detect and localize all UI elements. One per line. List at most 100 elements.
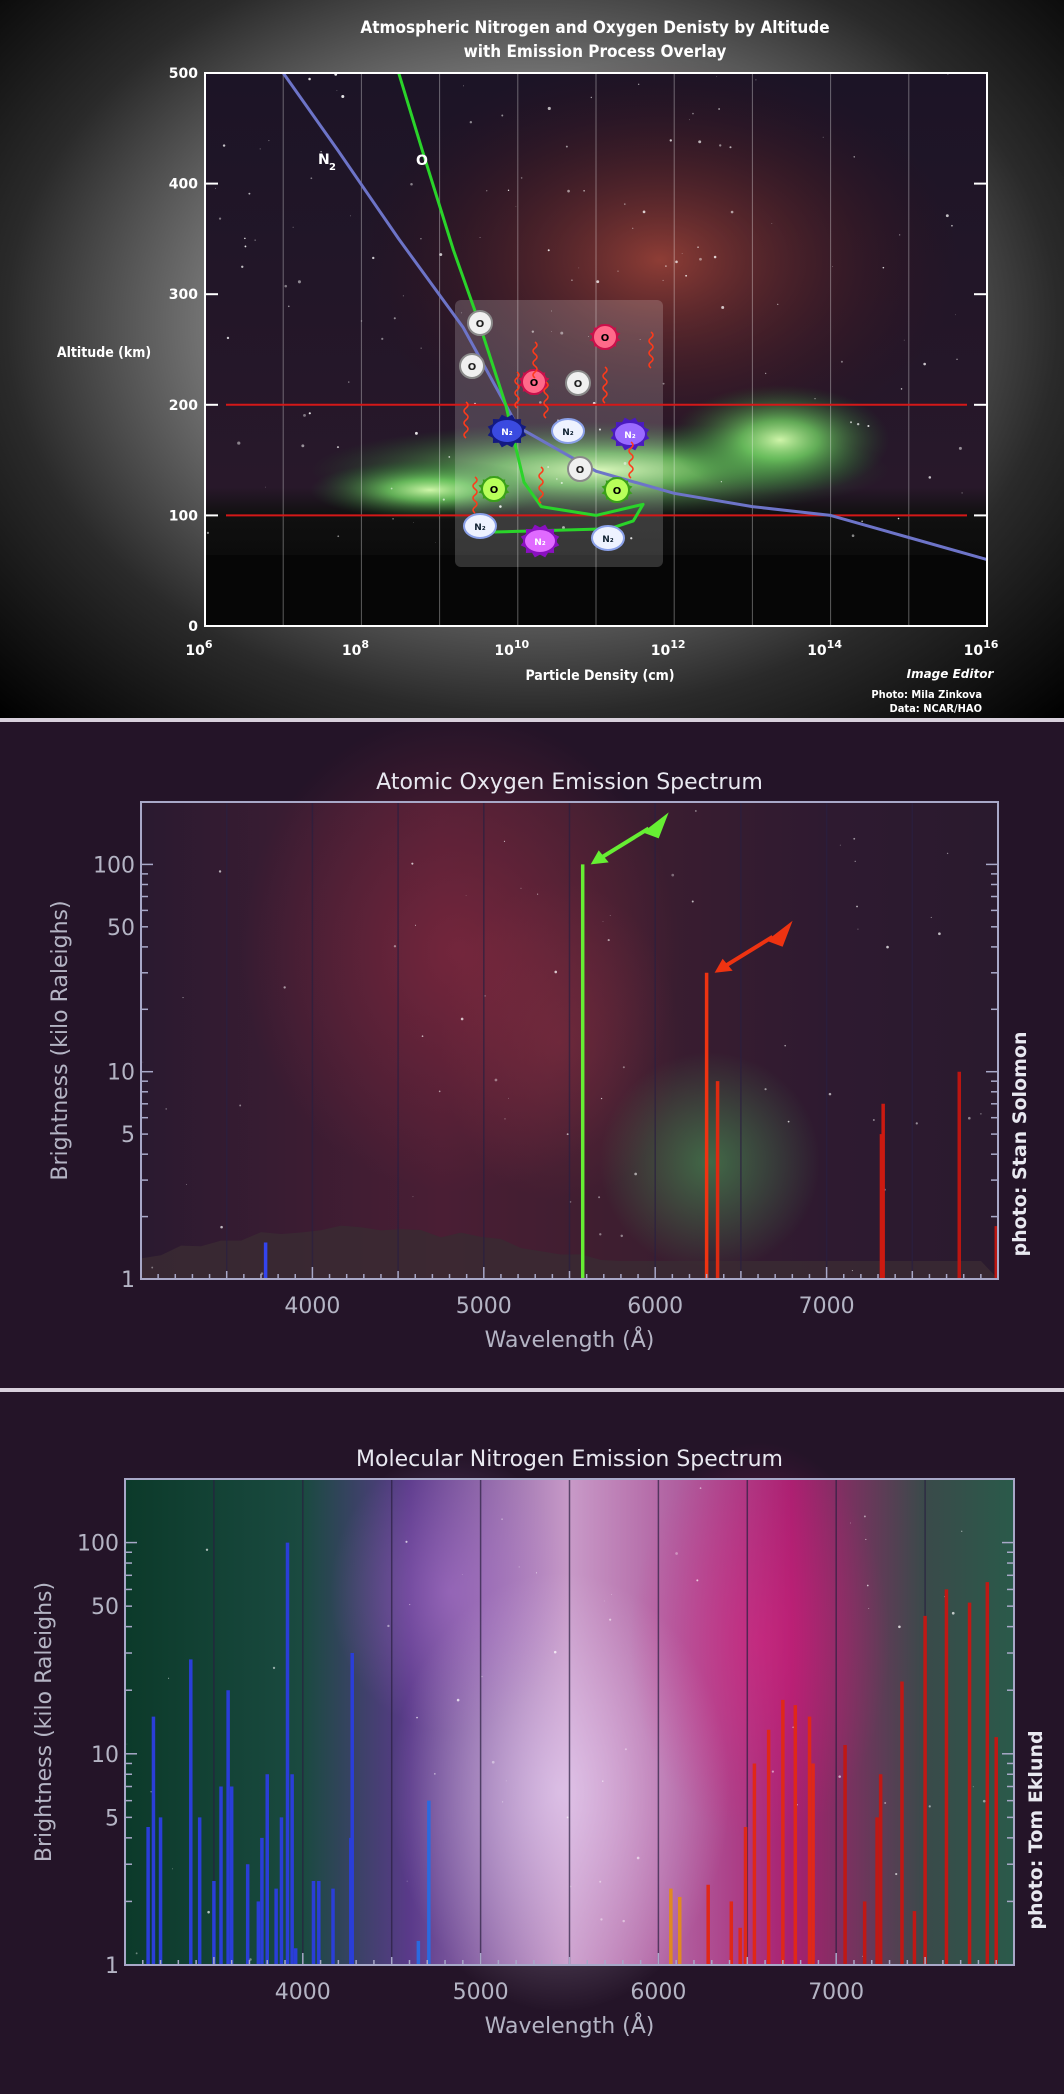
- emission-wave: [532, 341, 538, 379]
- star: [283, 986, 286, 989]
- star: [671, 873, 675, 877]
- y-tick-label: 300: [169, 287, 198, 303]
- star: [856, 905, 858, 908]
- star: [461, 1573, 463, 1575]
- x-tick-label: 4000: [275, 1980, 331, 2005]
- star: [434, 542, 436, 543]
- star: [946, 852, 949, 855]
- star: [535, 1572, 538, 1574]
- star: [945, 214, 949, 218]
- star: [272, 1666, 276, 1670]
- star: [486, 190, 488, 192]
- star: [560, 481, 563, 485]
- star: [350, 215, 352, 217]
- star: [771, 1770, 774, 1773]
- star: [381, 337, 384, 340]
- star: [642, 210, 646, 214]
- star: [868, 1608, 870, 1610]
- star: [588, 336, 589, 338]
- data-credit: Data: NCAR/HAO: [890, 702, 983, 715]
- star: [882, 266, 885, 269]
- oxygen-spectrum-chart: 1 5 10 50 100 4000 5000 6000 7000 Atomic Oxygen E…: [48, 722, 1031, 1353]
- particle-label: O: [576, 465, 585, 476]
- star: [590, 96, 592, 99]
- star: [463, 85, 464, 87]
- star: [764, 1088, 767, 1091]
- star: [565, 145, 568, 148]
- aurora-glow: [330, 1452, 570, 1732]
- y-tick-label: 50: [107, 916, 135, 941]
- nitrogen-spectrum-chart: 1 5 10 50 100 4000 5000 6000 7000 Molecular Nitro…: [32, 1442, 1047, 2039]
- star: [507, 189, 510, 192]
- star: [268, 140, 270, 142]
- star: [600, 1097, 603, 1100]
- star: [895, 1872, 898, 1876]
- star: [182, 997, 184, 999]
- star: [239, 1104, 242, 1107]
- star: [135, 1952, 138, 1955]
- particle: [613, 421, 647, 447]
- star: [713, 255, 717, 259]
- x-tick-label: 1014: [807, 638, 842, 659]
- star: [603, 1600, 605, 1602]
- star: [448, 456, 451, 458]
- star: [669, 139, 672, 142]
- star: [460, 1017, 464, 1021]
- y-tick-label: 0: [188, 619, 198, 635]
- star: [494, 1078, 498, 1082]
- emission-wave: [463, 401, 469, 439]
- star: [438, 1090, 441, 1093]
- star: [508, 1097, 509, 1099]
- star: [237, 441, 241, 445]
- y-axis-label: Brightness (kilo Raleighs): [32, 1582, 57, 1862]
- arrow-head: [590, 850, 609, 865]
- x-tick-label: 106: [185, 638, 212, 659]
- particle: [604, 477, 630, 503]
- x-tick-label: 7000: [799, 1294, 855, 1319]
- star: [372, 256, 375, 260]
- star: [411, 862, 414, 865]
- star: [630, 537, 633, 540]
- y-tick-label: 500: [169, 66, 198, 82]
- star: [765, 372, 767, 375]
- emission-wave: [648, 331, 654, 369]
- y-tick-label: 200: [169, 398, 198, 414]
- star: [297, 280, 301, 284]
- star: [341, 95, 345, 99]
- y-tick-label: 1: [121, 1268, 135, 1293]
- emission-wave: [538, 466, 544, 504]
- star: [547, 466, 550, 468]
- star: [308, 77, 311, 81]
- nitrogen-spectrum-panel: 1 5 10 50 100 4000 5000 6000 7000 Molecular Nitro…: [0, 1392, 1064, 2094]
- star: [681, 253, 683, 255]
- star: [972, 1786, 974, 1788]
- y-tick-label: 10: [107, 1061, 135, 1086]
- star: [186, 1184, 188, 1186]
- star: [730, 210, 734, 214]
- star: [961, 1530, 963, 1533]
- x-tick-label: 7000: [808, 1980, 864, 2005]
- x-tick-label: 1016: [964, 638, 999, 659]
- star: [503, 840, 506, 842]
- star: [662, 279, 664, 281]
- star: [499, 505, 502, 508]
- star: [720, 481, 722, 483]
- chart-title: Atomic Oxygen Emission Spectrum: [376, 770, 763, 795]
- emission-arrow: [719, 935, 774, 971]
- star: [954, 314, 956, 316]
- star: [822, 136, 824, 138]
- star: [539, 401, 542, 404]
- star: [442, 498, 445, 501]
- series-label-n2-subscript: 2: [329, 162, 336, 173]
- particle: [567, 456, 593, 482]
- star: [951, 224, 953, 227]
- star: [609, 1618, 612, 1621]
- star: [814, 398, 816, 400]
- star: [838, 1775, 841, 1778]
- star: [491, 1760, 495, 1764]
- star: [537, 893, 539, 895]
- star: [685, 274, 688, 277]
- star: [303, 413, 306, 417]
- particle: [565, 370, 591, 396]
